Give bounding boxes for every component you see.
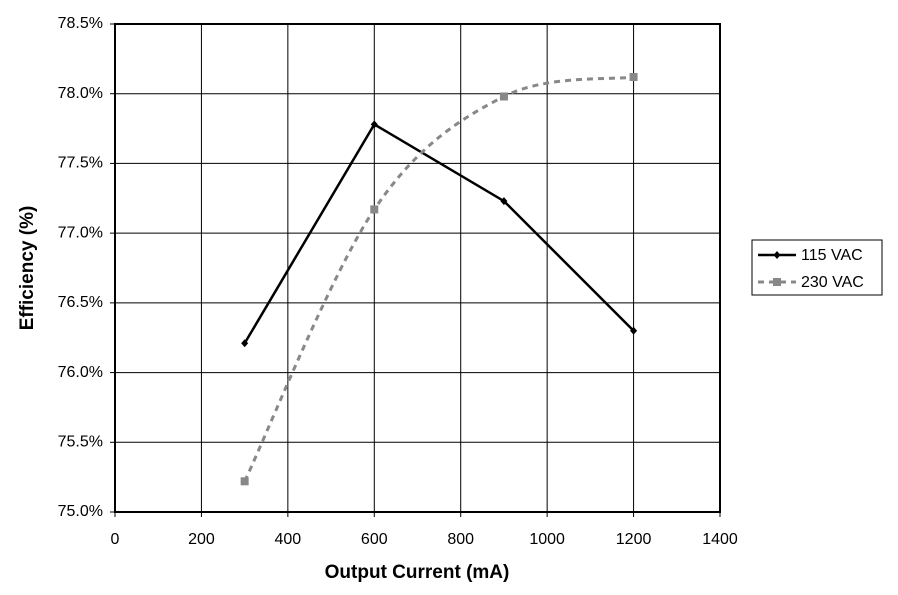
x-tick-label: 200 (188, 531, 215, 548)
data-point (370, 205, 379, 214)
legend-label: 115 VAC (801, 247, 863, 264)
data-point (630, 326, 638, 335)
data-point (240, 477, 249, 486)
x-tick-label: 600 (361, 531, 388, 548)
y-tick-label: 76.5% (58, 294, 103, 311)
y-tick-label: 75.0% (58, 503, 103, 520)
y-tick-label: 77.0% (58, 224, 103, 241)
y-tick-label: 77.5% (58, 155, 103, 172)
y-axis-title: Efficiency (%) (17, 206, 38, 331)
legend-marker (773, 278, 781, 286)
x-tick-label: 1200 (616, 531, 652, 548)
x-tick-label: 400 (275, 531, 302, 548)
x-tick-label: 0 (111, 531, 120, 548)
y-tick-label: 76.0% (58, 364, 103, 381)
data-point (370, 120, 378, 129)
series-line (243, 122, 635, 344)
x-axis-title: Output Current (mA) (325, 562, 510, 583)
data-point (629, 72, 638, 81)
y-tick-label: 78.0% (58, 85, 103, 102)
data-point (499, 92, 508, 101)
x-tick-label: 1000 (529, 531, 565, 548)
y-tick-label: 78.5% (58, 15, 103, 32)
series-line (243, 75, 634, 482)
data-point (241, 339, 249, 348)
x-tick-label: 1400 (702, 531, 738, 548)
legend-label: 230 VAC (801, 274, 864, 291)
y-tick-label: 75.5% (58, 434, 103, 451)
plot-frame (114, 23, 721, 513)
legend-marker (773, 251, 781, 259)
x-tick-label: 800 (447, 531, 474, 548)
data-point (500, 197, 508, 206)
